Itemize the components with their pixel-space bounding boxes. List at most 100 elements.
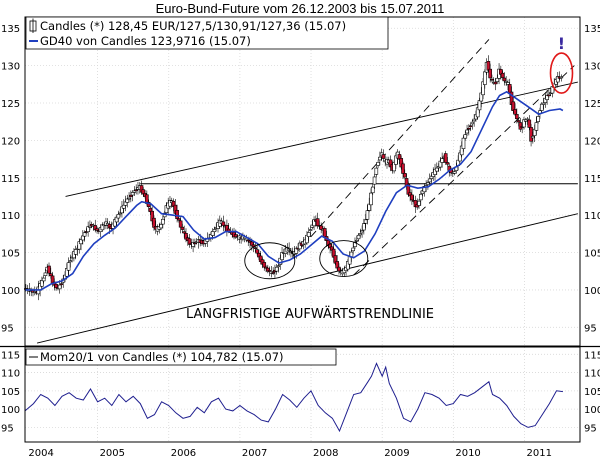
candle-body	[452, 171, 457, 174]
x-tick-label: 2007	[242, 448, 267, 459]
axes-layer: 95 95 100 100 105 105 110 110 115 115 120 120 125 125…	[0, 16, 600, 459]
candle-body	[161, 218, 165, 225]
candle-body	[401, 163, 405, 174]
main-y-tick-label-left: 135	[1, 24, 20, 35]
candle-body	[369, 192, 373, 206]
candle-body	[134, 189, 138, 192]
candle-body	[518, 122, 523, 130]
candle-body	[306, 232, 311, 237]
main-y-tick-label-left: 110	[1, 211, 20, 222]
candle-body	[500, 72, 505, 78]
candle-body	[116, 213, 121, 219]
candle-body	[95, 228, 99, 231]
candle-body	[365, 210, 370, 220]
candle-body	[351, 247, 355, 252]
candle-body	[276, 265, 281, 268]
candle-body	[483, 71, 487, 85]
candle-body	[363, 219, 368, 224]
main-y-tick-label: 105	[584, 249, 600, 260]
candle-body	[315, 218, 320, 227]
candle-body	[354, 239, 359, 242]
legend-momentum-text: Mom20/1 von Candles (*) 104,782 (15.07)	[40, 350, 284, 364]
candle-body	[495, 77, 500, 82]
candle-body	[370, 186, 375, 194]
upper-trendline	[65, 81, 578, 197]
candle-body	[531, 135, 535, 139]
candle-body	[443, 153, 448, 163]
x-tick-label: 2008	[313, 448, 338, 459]
exclamation-mark: !	[558, 34, 565, 53]
candle-body	[40, 280, 44, 287]
candle-body	[516, 120, 521, 123]
candle-body	[57, 284, 62, 290]
main-y-tick-label: 130	[584, 62, 600, 73]
candle-body	[125, 198, 130, 203]
x-tick-label: 2009	[384, 448, 409, 459]
momentum-y-tick-label: 100	[584, 405, 600, 416]
candle-body	[41, 277, 46, 282]
candle-body	[527, 119, 532, 128]
candle-body	[255, 249, 259, 254]
candle-body	[43, 272, 48, 276]
momentum-y-tick-label-left: 115	[1, 350, 20, 361]
candle-body	[68, 260, 73, 263]
x-tick-label: 2005	[100, 448, 125, 459]
candle-body	[221, 221, 226, 226]
candle-body	[82, 232, 87, 237]
candle-body	[402, 172, 407, 178]
main-panel-frame	[24, 16, 581, 347]
candle-body	[417, 200, 421, 206]
candle-body	[468, 125, 473, 128]
candle-body	[410, 194, 414, 201]
candle-body	[381, 154, 386, 159]
candle-body	[539, 103, 544, 111]
candle-body	[81, 235, 85, 241]
series-layer	[24, 55, 564, 433]
candle-body	[547, 94, 551, 97]
main-y-tick-label-left: 100	[1, 286, 20, 297]
candle-body	[541, 102, 546, 105]
trendline-layer	[36, 39, 578, 344]
candle-body	[362, 223, 366, 231]
candle-body	[47, 265, 51, 274]
candle-body	[358, 233, 363, 236]
main-y-tick-label: 125	[584, 99, 600, 110]
candle-body	[513, 109, 517, 115]
main-y-tick-label: 100	[584, 286, 600, 297]
bottom-circle-2008	[319, 240, 369, 277]
main-y-tick-label: 95	[584, 323, 597, 334]
gd40-line	[25, 90, 564, 291]
main-y-tick-label: 110	[584, 211, 600, 222]
x-tick-label: 2011	[527, 448, 552, 459]
candle-body	[127, 197, 131, 200]
main-y-tick-label-left: 130	[1, 62, 20, 73]
candle-body	[129, 194, 133, 197]
candle-body	[427, 178, 432, 183]
momentum-y-tick-label-left: 95	[1, 423, 14, 434]
x-tick-label: 2006	[171, 448, 196, 459]
candle-body	[175, 209, 179, 219]
upper-channel-line-dashed	[292, 39, 490, 257]
candle-body	[486, 61, 491, 71]
candle-body	[490, 78, 494, 81]
candle-body	[374, 167, 379, 175]
candle-body	[73, 249, 78, 255]
candle-body	[356, 234, 361, 240]
candle-body	[271, 272, 275, 274]
candle-body	[378, 156, 382, 161]
momentum-y-tick-label-left: 100	[1, 405, 20, 416]
candle-body	[193, 242, 197, 245]
candle-body	[274, 266, 279, 272]
candle-body	[477, 100, 482, 111]
candle-body	[536, 116, 540, 122]
candle-body	[502, 77, 507, 82]
candle-body	[472, 118, 476, 122]
momentum-legend-box	[25, 348, 337, 366]
candle-body	[178, 220, 183, 228]
candle-body	[559, 76, 564, 79]
main-y-tick-label: 115	[584, 174, 600, 185]
main-y-tick-label: 135	[584, 24, 600, 35]
candle-body	[515, 114, 519, 120]
